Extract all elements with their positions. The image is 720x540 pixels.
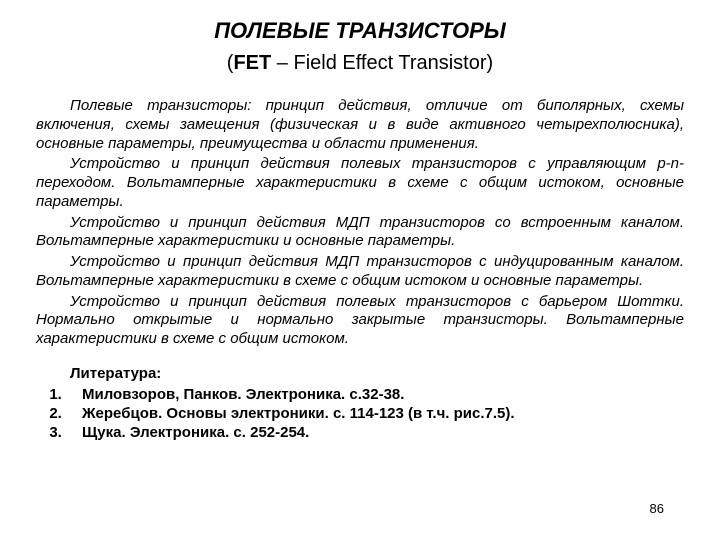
body-paragraph: Полевые транзисторы: принцип действия, о… xyxy=(36,97,684,153)
body-paragraph: Устройство и принцип действия полевых тр… xyxy=(36,293,684,349)
literature-item: Жеребцов. Основы электроники. с. 114-123… xyxy=(66,405,684,422)
slide-page: ПОЛЕВЫЕ ТРАНЗИСТОРЫ (FET – Field Effect … xyxy=(0,0,720,540)
subtitle-rest: – Field Effect Transistor xyxy=(271,52,486,74)
literature-item: Щука. Электроника. с. 252-254. xyxy=(66,424,684,441)
literature-list: Миловзоров, Панков. Электроника. с.32-38… xyxy=(36,386,684,441)
body-paragraph: Устройство и принцип действия МДП транзи… xyxy=(36,253,684,291)
body-paragraph: Устройство и принцип действия МДП транзи… xyxy=(36,214,684,252)
page-title: ПОЛЕВЫЕ ТРАНЗИСТОРЫ xyxy=(36,18,684,44)
page-number: 86 xyxy=(650,501,664,516)
page-subtitle: (FET – Field Effect Transistor) xyxy=(36,52,684,75)
literature-item: Миловзоров, Панков. Электроника. с.32-38… xyxy=(66,386,684,403)
body-paragraph: Устройство и принцип действия полевых тр… xyxy=(36,155,684,211)
literature-heading: Литература: xyxy=(36,365,684,382)
subtitle-abbrev: FET xyxy=(233,52,271,74)
